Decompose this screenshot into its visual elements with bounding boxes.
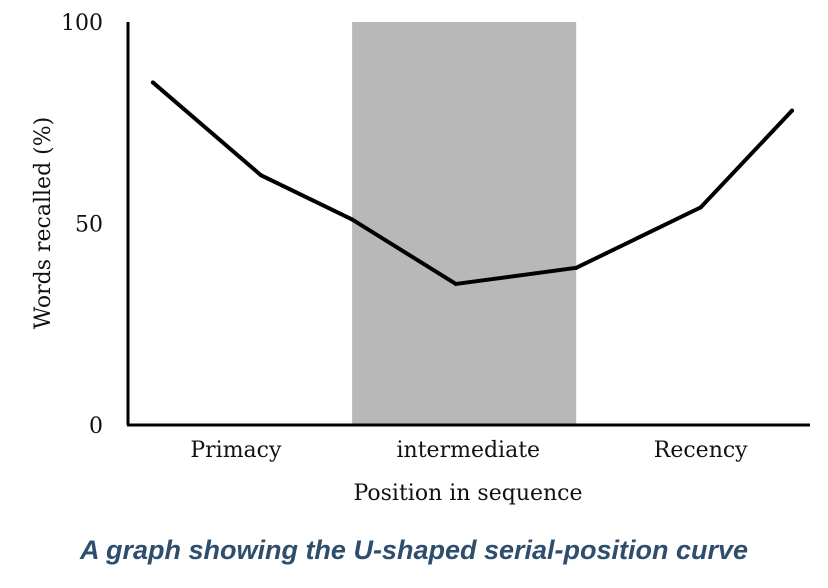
data-point xyxy=(150,80,155,85)
x-region-label: Recency xyxy=(654,438,748,463)
data-point xyxy=(790,108,794,113)
serial-position-chart: 0 50 100 Primacy intermediate Recency Words … xyxy=(31,11,810,506)
x-region-label: Primacy xyxy=(190,438,282,463)
x-region-label: intermediate xyxy=(397,438,541,463)
y-tick-label: 0 xyxy=(89,414,103,439)
data-point xyxy=(258,173,263,178)
y-tick-labels: 0 50 100 xyxy=(61,11,103,439)
y-tick-label: 100 xyxy=(61,11,103,36)
data-point xyxy=(350,217,355,222)
data-point xyxy=(698,205,703,210)
series-line-layer xyxy=(150,80,794,286)
axes xyxy=(126,22,810,427)
figure-caption: A graph showing the U-shaped serial-posi… xyxy=(79,535,749,565)
shaded-intermediate-region xyxy=(352,22,577,425)
x-axis-title: Position in sequence xyxy=(353,481,582,506)
shaded-region-layer xyxy=(352,22,577,425)
data-point xyxy=(453,281,458,286)
y-tick-label: 50 xyxy=(75,213,103,238)
data-point xyxy=(574,265,579,270)
x-region-labels: Primacy intermediate Recency xyxy=(190,438,748,463)
y-axis-title: Words recalled (%) xyxy=(31,117,56,329)
